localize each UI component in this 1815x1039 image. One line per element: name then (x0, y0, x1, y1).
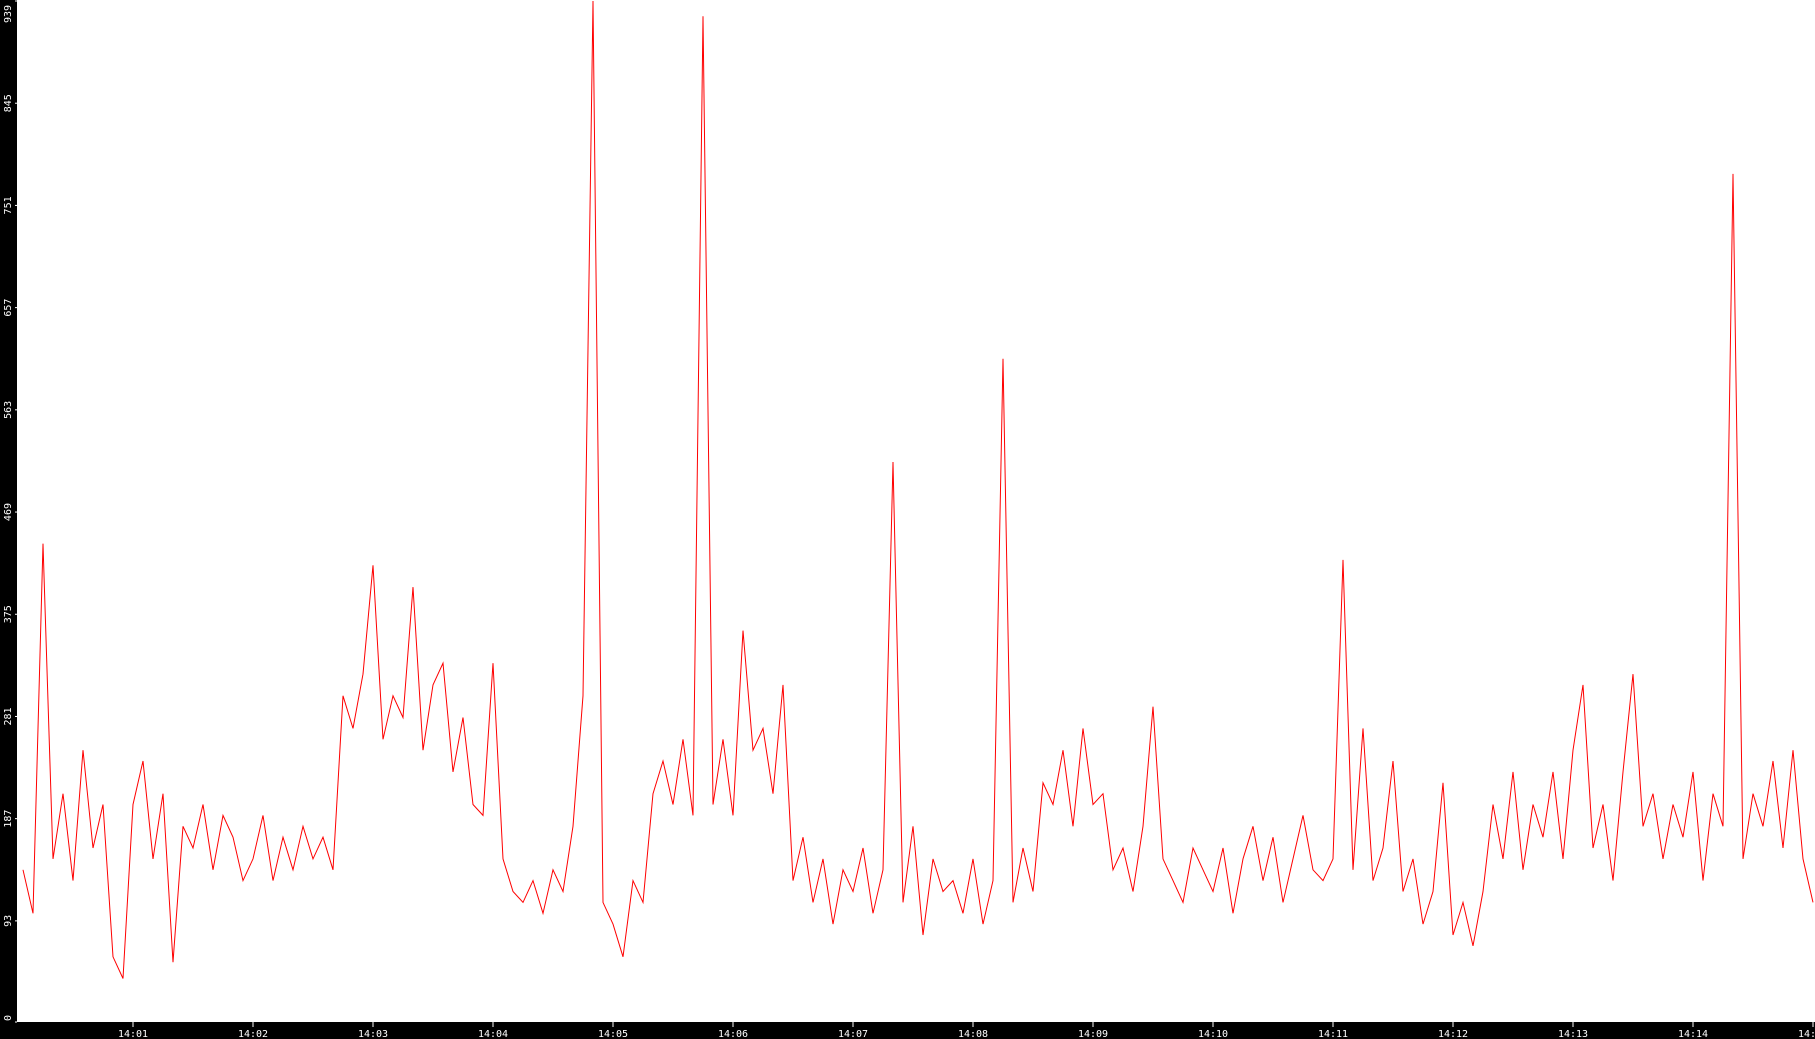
x-tick-label: 14:09 (1078, 1029, 1108, 1039)
x-tick-label: 14:03 (358, 1029, 388, 1039)
x-tick-label: 14:13 (1558, 1029, 1588, 1039)
y-tick-label: 375 (3, 605, 14, 623)
x-tick-label: 14:15 (1798, 1029, 1815, 1039)
y-tick-label: 939 (3, 5, 14, 23)
x-tick-label: 14:01 (118, 1029, 148, 1039)
x-axis: 14:01 14:02 14:03 14:04 14:05 14:06 14:07 14:08… (118, 1022, 1815, 1039)
x-tick-label: 14:08 (958, 1029, 988, 1039)
x-tick-label: 14:12 (1438, 1029, 1468, 1039)
y-tick-label: 187 (3, 810, 14, 828)
x-tick-label: 14:05 (598, 1029, 628, 1039)
y-tick-label: 93 (3, 915, 14, 927)
y-axis: 0 93 187 281 375 469 563 657 751 845 939 (3, 0, 17, 1023)
x-axis-band (0, 1022, 1815, 1039)
x-tick-label: 14:14 (1678, 1029, 1708, 1039)
series-line (22, 0, 1814, 979)
y-tick-label: 657 (3, 299, 14, 317)
x-tick-label: 14:10 (1198, 1029, 1228, 1039)
x-tick-label: 14:11 (1318, 1029, 1348, 1039)
x-tick-label: 14:06 (718, 1029, 748, 1039)
y-tick-label: 563 (3, 401, 14, 419)
y-axis-band (0, 0, 17, 1039)
x-tick-label: 14:04 (478, 1029, 508, 1039)
y-tick-label: 0 (3, 1015, 14, 1021)
y-tick-label: 469 (3, 503, 14, 521)
x-tick-label: 14:07 (838, 1029, 868, 1039)
y-tick-label: 281 (3, 707, 14, 725)
x-tick-label: 14:02 (238, 1029, 268, 1039)
y-tick-label: 845 (3, 94, 14, 112)
y-tick-label: 751 (3, 196, 14, 214)
